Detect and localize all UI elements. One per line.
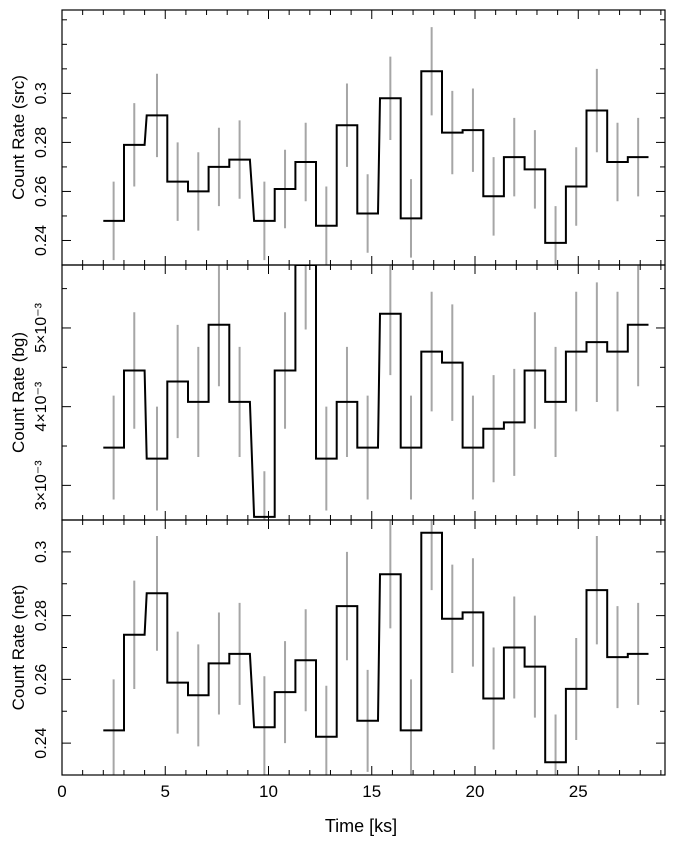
y-tick-label-net: 0.3	[33, 541, 50, 563]
panel-bg-plot-area	[103, 265, 649, 520]
panel-net-frame	[61, 519, 666, 776]
y-axis-label-src: Count Rate (src)	[9, 75, 28, 200]
y-axis-label-net: Count Rate (net)	[9, 585, 28, 711]
x-tick-label: 5	[161, 782, 170, 801]
y-tick-label-net: 0.28	[33, 600, 50, 631]
y-tick-label-net: 0.26	[33, 664, 50, 695]
y-tick-label-bg: 3×10⁻³	[33, 460, 50, 510]
y-axis-label-bg: Count Rate (bg)	[9, 332, 28, 453]
x-tick-label: 15	[362, 782, 381, 801]
step-line-bg	[103, 265, 649, 518]
y-tick-label-src: 0.3	[33, 82, 50, 104]
panel-net-plot-area	[103, 520, 649, 775]
y-tick-label-net: 0.24	[33, 727, 50, 758]
x-tick-label: 25	[569, 782, 588, 801]
y-tick-label-src: 0.24	[33, 225, 50, 256]
y-tick-label-src: 0.26	[33, 176, 50, 207]
y-tick-label-src: 0.28	[33, 127, 50, 158]
panel-src-plot-area	[103, 27, 649, 265]
x-tick-label: 20	[466, 782, 485, 801]
x-tick-label: 0	[57, 782, 66, 801]
y-tick-label-bg: 4×10⁻³	[33, 381, 50, 431]
step-line-src	[103, 70, 649, 244]
step-line-net	[103, 531, 649, 764]
x-axis-label: Time [ks]	[325, 816, 397, 836]
panel-src-frame	[61, 9, 666, 266]
y-tick-label-bg: 5×10⁻³	[33, 302, 50, 352]
x-tick-label: 10	[259, 782, 278, 801]
panel-bg-frame	[61, 264, 666, 521]
